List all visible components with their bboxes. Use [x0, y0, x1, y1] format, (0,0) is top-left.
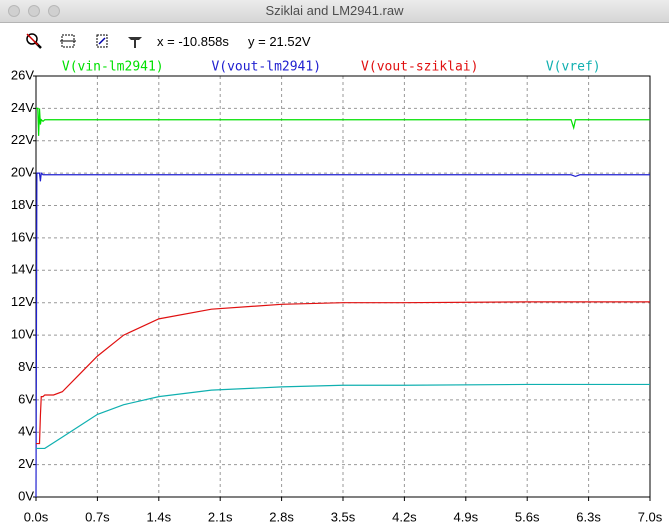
x-tick-label: 4.9s — [454, 509, 479, 524]
legend-entry: V(vout-sziklai) — [361, 60, 478, 75]
y-tick-label: 4V — [18, 424, 34, 439]
x-tick-label: 1.4s — [147, 509, 172, 524]
x-tick-label: 3.5s — [331, 509, 356, 524]
y-tick-label: 26V — [11, 67, 34, 82]
y-tick-label: 12V — [11, 294, 34, 309]
x-readout: x = -10.858s — [157, 34, 229, 49]
x-tick-label: 2.8s — [269, 509, 294, 524]
legend-entry: V(vref) — [546, 60, 601, 75]
x-tick-label: 0.7s — [85, 509, 110, 524]
y-tick-label: 6V — [18, 391, 34, 406]
y-tick-label: 2V — [18, 456, 34, 471]
series-line — [35, 171, 650, 498]
x-tick-label: 0.0s — [24, 509, 49, 524]
series-line — [36, 383, 650, 450]
series-line — [36, 107, 650, 136]
y-tick-label: 8V — [18, 359, 34, 374]
x-tick-label: 5.6s — [515, 509, 540, 524]
cursor-icon[interactable] — [126, 32, 144, 50]
zoom-full-icon[interactable] — [25, 32, 43, 50]
y-readout: y = 21.52V — [248, 34, 311, 49]
x-tick-label: 7.0s — [638, 509, 663, 524]
y-tick-label: 10V — [11, 327, 34, 342]
close-button[interactable] — [8, 5, 20, 17]
zoom-button[interactable] — [48, 5, 60, 17]
series-line — [36, 301, 650, 445]
legend-entry: V(vout-lm2941) — [211, 60, 321, 75]
y-tick-label: 14V — [11, 262, 34, 277]
chart: 0V 2V 4V 6V 8V 10V 12V 14V 16V 18V 20V 22V 24V 26V 0.0… — [11, 60, 663, 525]
y-tick-label: 22V — [11, 132, 34, 147]
title-bar: Sziklai and LM2941.raw — [0, 0, 669, 23]
y-tick-label: 24V — [11, 100, 34, 115]
y-tick-label: 20V — [11, 165, 34, 180]
y-tick-label: 16V — [11, 229, 34, 244]
toolbar: x = -10.858s y = 21.52V — [0, 23, 669, 57]
pan-icon[interactable] — [93, 32, 111, 50]
zoom-box-icon[interactable] — [59, 32, 77, 50]
x-tick-label: 4.2s — [392, 509, 417, 524]
minimize-button[interactable] — [28, 5, 40, 17]
x-tick-label: 2.1s — [208, 509, 233, 524]
y-tick-label: 0V — [18, 488, 34, 503]
x-tick-label: 6.3s — [576, 509, 601, 524]
y-tick-label: 18V — [11, 197, 34, 212]
legend-entry: V(vin-lm2941) — [62, 60, 164, 75]
window-title: Sziklai and LM2941.raw — [265, 3, 404, 18]
